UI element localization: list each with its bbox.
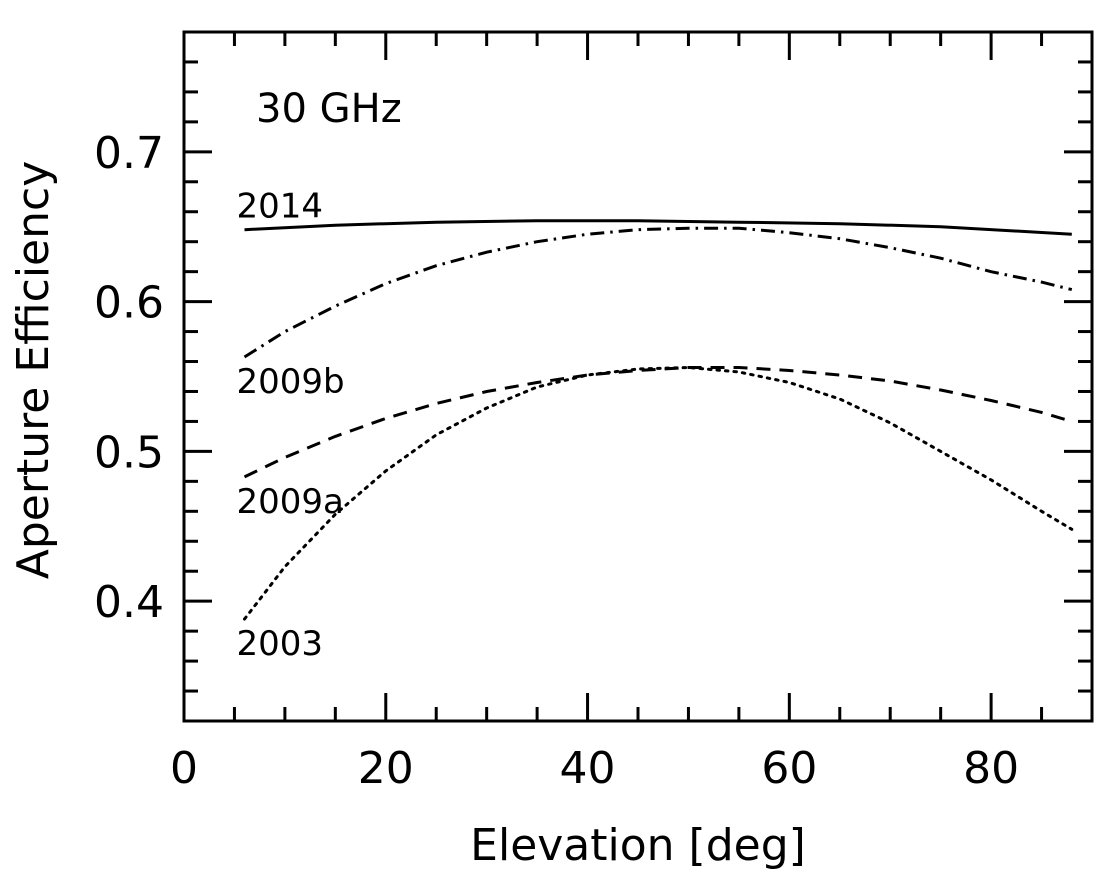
x-tick-label: 40 — [560, 743, 616, 794]
label-layer: 0 20 40 60 80 0.4 0.5 0.6 0.7 2014 2009b 2009a 2003 — [94, 128, 1019, 794]
x-tick-label: 0 — [170, 743, 198, 794]
series-label-2003: 2003 — [237, 624, 324, 664]
series-line-2014 — [244, 219, 1072, 236]
series-label-2009b: 2009b — [237, 362, 345, 402]
y-tick-label: 0.5 — [94, 427, 164, 478]
x-tick-label: 60 — [761, 743, 817, 794]
series-label-2009a: 2009a — [237, 482, 344, 522]
y-axis-title: Aperture Efficiency — [8, 161, 59, 579]
x-axis-title: Elevation [deg] — [470, 820, 806, 871]
plot-frame — [182, 30, 1094, 723]
series-line-2009a — [243, 366, 1073, 479]
y-tick-label: 0.7 — [94, 128, 164, 179]
frequency-annotation: 30 GHz — [256, 86, 402, 132]
series-line-2003 — [243, 365, 1074, 621]
series-layer — [243, 219, 1074, 621]
x-tick-label: 80 — [963, 743, 1019, 794]
series-label-2014: 2014 — [237, 187, 324, 227]
series-line-2009b — [243, 226, 1073, 359]
x-tick-label: 20 — [358, 743, 414, 794]
y-tick-label: 0.4 — [94, 577, 164, 628]
y-tick-label: 0.6 — [94, 278, 164, 329]
